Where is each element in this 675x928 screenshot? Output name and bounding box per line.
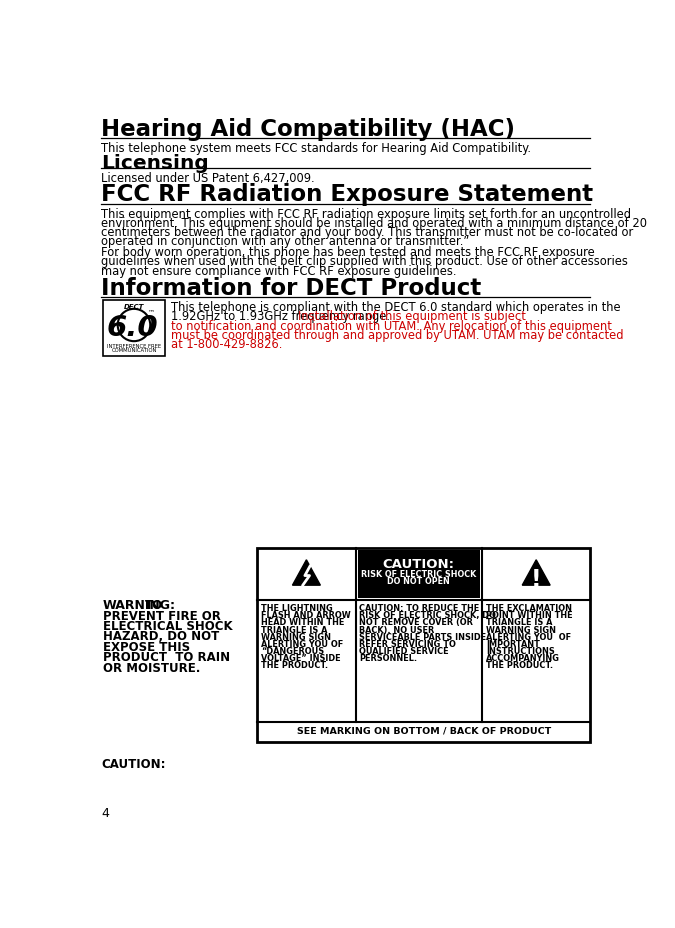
Text: TRIANGLE IS A: TRIANGLE IS A	[261, 625, 327, 634]
Text: ALERTING YOU OF: ALERTING YOU OF	[261, 639, 344, 648]
Text: 4: 4	[101, 806, 109, 819]
Text: HAZARD, DO NOT: HAZARD, DO NOT	[103, 630, 219, 643]
Text: ALERTING YOU  OF: ALERTING YOU OF	[486, 632, 571, 641]
Text: PERSONNEL.: PERSONNEL.	[360, 653, 418, 663]
Text: to notification and coordination with UTAM. Any relocation of this equipment: to notification and coordination with UT…	[171, 319, 612, 332]
Text: !: !	[531, 567, 541, 591]
Text: DECT: DECT	[124, 304, 144, 310]
Text: OR MOISTURE.: OR MOISTURE.	[103, 661, 200, 674]
Text: FCC RF Radiation Exposure Statement: FCC RF Radiation Exposure Statement	[101, 183, 593, 206]
Text: QUALIFIED SERVICE: QUALIFIED SERVICE	[360, 646, 449, 655]
Text: Licensed under US Patent 6,427,009.: Licensed under US Patent 6,427,009.	[101, 172, 315, 185]
Text: INTERFERENCE FREE: INTERFERENCE FREE	[107, 343, 161, 348]
Text: SEE MARKING ON BOTTOM / BACK OF PRODUCT: SEE MARKING ON BOTTOM / BACK OF PRODUCT	[297, 726, 551, 735]
Text: ™: ™	[148, 309, 155, 315]
Text: 6.0: 6.0	[107, 314, 158, 342]
Text: TO: TO	[145, 599, 163, 612]
Text: INSTRUCTIONS: INSTRUCTIONS	[486, 646, 555, 655]
Bar	[358, 550, 480, 599]
Text: Information for DECT Product: Information for DECT Product	[101, 277, 482, 300]
Text: THE LIGHTNING: THE LIGHTNING	[261, 603, 333, 612]
Text: EXPOSE THIS: EXPOSE THIS	[103, 640, 190, 653]
Text: at 1-800-429-8826.: at 1-800-429-8826.	[171, 338, 283, 351]
Text: PREVENT FIRE OR: PREVENT FIRE OR	[103, 609, 221, 622]
Text: Hearing Aid Compatibility (HAC): Hearing Aid Compatibility (HAC)	[101, 118, 516, 140]
Text: TRIANGLE IS A: TRIANGLE IS A	[486, 618, 552, 626]
Text: VOLTAGE” INSIDE: VOLTAGE” INSIDE	[261, 653, 341, 663]
Text: POINT WITHIN THE: POINT WITHIN THE	[486, 611, 572, 620]
Text: ACCOMPANYING: ACCOMPANYING	[486, 653, 560, 663]
Polygon shape	[522, 561, 550, 586]
Text: THE PRODUCT.: THE PRODUCT.	[486, 660, 553, 669]
Text: may not ensure compliance with FCC RF exposure guidelines.: may not ensure compliance with FCC RF ex…	[101, 264, 457, 277]
Bar	[257, 548, 591, 742]
Text: ELECTRICAL SHOCK: ELECTRICAL SHOCK	[103, 619, 233, 632]
Text: environment. This equipment should be installed and operated with a minimum dist: environment. This equipment should be in…	[101, 216, 647, 229]
Text: 1.92GHz to 1.93GHz frequency range.: 1.92GHz to 1.93GHz frequency range.	[171, 310, 394, 323]
Text: COMMUNICATION: COMMUNICATION	[111, 348, 157, 353]
Text: IMPORTANT: IMPORTANT	[486, 639, 540, 648]
Text: This telephone system meets FCC standards for Hearing Aid Compatibility.: This telephone system meets FCC standard…	[101, 141, 531, 154]
Text: operated in conjunction with any other antenna or transmitter.”: operated in conjunction with any other a…	[101, 235, 470, 248]
Text: For body worn operation, this phone has been tested and meets the FCC RF exposur: For body worn operation, this phone has …	[101, 246, 595, 259]
Polygon shape	[292, 561, 321, 586]
Text: FLASH AND ARROW: FLASH AND ARROW	[261, 611, 351, 620]
Text: Licensing: Licensing	[101, 154, 209, 173]
Text: Installation of this equipment is subject: Installation of this equipment is subjec…	[298, 310, 526, 323]
Text: “DANGEROUS: “DANGEROUS	[261, 646, 324, 655]
Text: CAUTION:: CAUTION:	[383, 558, 455, 571]
Text: CAUTION:: CAUTION:	[101, 757, 166, 770]
Text: THE EXCLAMATION: THE EXCLAMATION	[486, 603, 572, 612]
Text: WARNING SIGN: WARNING SIGN	[486, 625, 556, 634]
Text: DO NOT OPEN: DO NOT OPEN	[387, 576, 450, 585]
Text: CAUTION: TO REDUCE THE: CAUTION: TO REDUCE THE	[360, 603, 480, 612]
Text: BACK). NO USER: BACK). NO USER	[360, 625, 435, 634]
Text: REFER SERVICING TO: REFER SERVICING TO	[360, 639, 456, 648]
Bar	[103, 301, 165, 356]
Text: This telephone is compliant with the DECT 6.0 standard which operates in the: This telephone is compliant with the DEC…	[171, 301, 621, 314]
Text: must be coordinated through and approved by UTAM. UTAM may be contacted: must be coordinated through and approved…	[171, 329, 624, 342]
Text: HEAD WITHIN THE: HEAD WITHIN THE	[261, 618, 344, 626]
Text: guidelines when used with the belt clip supplied with this product. Use of other: guidelines when used with the belt clip …	[101, 255, 628, 268]
Text: SERVICEABLE PARTS INSIDE.: SERVICEABLE PARTS INSIDE.	[360, 632, 490, 641]
Text: RISK OF ELECTRIC SHOCK, DO: RISK OF ELECTRIC SHOCK, DO	[360, 611, 496, 620]
Text: WARNING:: WARNING:	[103, 599, 176, 612]
Text: PRODUCT  TO RAIN: PRODUCT TO RAIN	[103, 651, 230, 664]
Text: centimeters between the radiator and your body. This transmitter must not be co-: centimeters between the radiator and you…	[101, 226, 634, 238]
Text: This equipment complies with FCC RF radiation exposure limits set forth for an u: This equipment complies with FCC RF radi…	[101, 208, 631, 221]
Text: WARNING SIGN: WARNING SIGN	[261, 632, 331, 641]
Text: THE PRODUCT.: THE PRODUCT.	[261, 660, 328, 669]
Text: RISK OF ELECTRIC SHOCK: RISK OF ELECTRIC SHOCK	[361, 569, 477, 578]
Text: NOT REMOVE COVER (OR: NOT REMOVE COVER (OR	[360, 618, 473, 626]
